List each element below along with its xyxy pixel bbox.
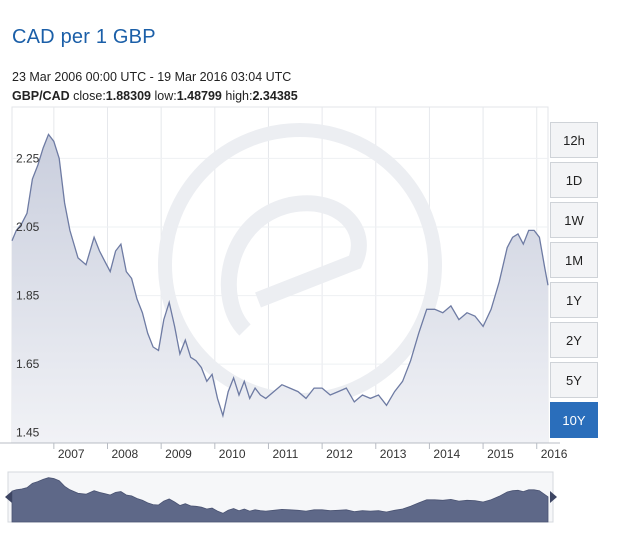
x-tick-label-2009: 2009 (165, 447, 192, 461)
navigator-left-handle-icon (5, 491, 12, 503)
date-range: 23 Mar 2006 00:00 UTC - 19 Mar 2016 03:0… (12, 70, 292, 84)
high-value: 2.34385 (252, 89, 298, 103)
low-label: low: (154, 89, 177, 103)
watermark-ring (158, 123, 442, 407)
y-tick-label-1.65: 1.65 (16, 357, 40, 371)
y-tick-label-1.45: 1.45 (16, 426, 40, 440)
close-label: close: (73, 89, 106, 103)
navigator[interactable] (5, 471, 557, 523)
range-button-1m[interactable]: 1M (550, 242, 598, 278)
navigator-series (11, 477, 549, 523)
range-button-5y[interactable]: 5Y (550, 362, 598, 398)
x-tick-label-2007: 2007 (58, 447, 85, 461)
x-axis: 2007 2008 2009 2010 2011 2012 2013 2014 2015 2016 (0, 442, 568, 461)
pair-label: GBP/CAD (12, 89, 70, 103)
y-tick-label-1.85: 1.85 (16, 289, 40, 303)
area-fill (12, 134, 548, 443)
y-axis-labels: 1.45 1.65 1.85 2.05 2.25 (16, 151, 40, 439)
x-tick-label-2008: 2008 (112, 447, 139, 461)
range-button-1w[interactable]: 1W (550, 202, 598, 238)
range-button-1y[interactable]: 1Y (550, 282, 598, 318)
chart-title: CAD per 1 GBP (12, 26, 156, 48)
x-tick-label-2013: 2013 (380, 447, 407, 461)
x-tick-label-2012: 2012 (326, 447, 353, 461)
y-tick-label-2.05: 2.05 (16, 220, 40, 234)
x-tick-label-2010: 2010 (219, 447, 246, 461)
x-tick-label-2015: 2015 (487, 447, 514, 461)
range-buttons: 12h 1D 1W 1M 1Y 2Y 5Y 10Y (550, 122, 598, 442)
range-button-10y[interactable]: 10Y (550, 402, 598, 438)
x-tick-label-2014: 2014 (433, 447, 460, 461)
x-tick-label-2016: 2016 (541, 447, 568, 461)
low-value: 1.48799 (176, 89, 222, 103)
x-tick-label-2011: 2011 (272, 447, 298, 461)
range-button-12h[interactable]: 12h (550, 122, 598, 158)
range-button-2y[interactable]: 2Y (550, 322, 598, 358)
range-button-1d[interactable]: 1D (550, 162, 598, 198)
close-value: 1.88309 (105, 89, 151, 103)
summary-stats: GBP/CAD close:1.88309 low:1.48799 high:2… (12, 89, 298, 103)
watermark-e (220, 195, 367, 336)
navigator-right-handle-icon (550, 491, 557, 503)
high-label: high: (225, 89, 253, 103)
y-tick-label-2.25: 2.25 (16, 151, 40, 165)
series-line-gbp-cad (11, 133, 549, 419)
